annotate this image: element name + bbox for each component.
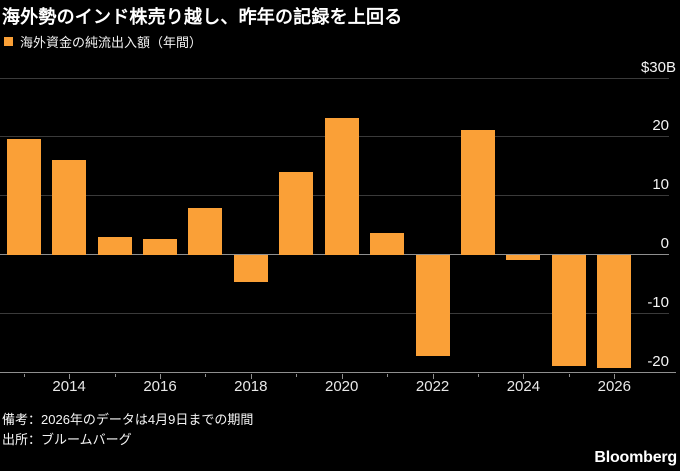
bar-2013 bbox=[6, 139, 41, 255]
x-axis-line bbox=[0, 371, 676, 373]
y-axis-label: 0 bbox=[660, 235, 669, 252]
legend-swatch-icon bbox=[4, 37, 13, 46]
bar-2021 bbox=[370, 233, 405, 255]
bar-2018 bbox=[233, 255, 268, 282]
bar-2019 bbox=[279, 172, 314, 255]
x-tick-2019 bbox=[296, 373, 298, 377]
bar-2023 bbox=[461, 129, 495, 255]
x-tick-2022 bbox=[432, 373, 434, 379]
gridline bbox=[0, 77, 669, 79]
bar-2022 bbox=[415, 255, 450, 356]
x-tick-2014 bbox=[69, 373, 71, 379]
x-axis-label: 2026 bbox=[597, 377, 631, 395]
bar-2016 bbox=[143, 239, 177, 255]
x-axis-label: 2014 bbox=[52, 377, 86, 395]
bar-2017 bbox=[188, 208, 223, 255]
bar-2026 bbox=[597, 255, 632, 368]
y-axis-label: 10 bbox=[652, 176, 669, 194]
chart-legend: 海外資金の純流出入額（年間） bbox=[4, 34, 203, 50]
y-axis-label: 20 bbox=[652, 117, 669, 135]
bar-2020 bbox=[324, 118, 359, 255]
x-tick-2020 bbox=[341, 373, 343, 379]
y-axis-label: -20 bbox=[647, 352, 669, 370]
y-axis-label: $30B bbox=[640, 58, 676, 76]
x-tick-2013 bbox=[23, 373, 25, 377]
x-tick-2015 bbox=[114, 373, 116, 377]
x-axis-label: 2016 bbox=[143, 377, 177, 395]
bar-2014 bbox=[52, 160, 87, 255]
bar-2015 bbox=[97, 236, 132, 255]
x-tick-2026 bbox=[614, 373, 616, 379]
x-axis-label: 2020 bbox=[325, 377, 359, 395]
x-axis-label: 2022 bbox=[415, 377, 450, 395]
x-tick-2024 bbox=[523, 373, 525, 379]
gridline bbox=[0, 312, 669, 314]
chart-title: 海外勢のインド株売り越し、昨年の記録を上回る bbox=[2, 7, 403, 27]
x-tick-2017 bbox=[205, 373, 207, 377]
x-tick-2018 bbox=[250, 373, 252, 379]
bloomberg-logo: Bloomberg bbox=[594, 449, 677, 466]
x-axis-label: 2018 bbox=[234, 377, 268, 395]
x-tick-2023 bbox=[478, 373, 479, 377]
y-axis-label: -10 bbox=[647, 293, 669, 311]
footer-source: 出所：ブルームバーグ bbox=[2, 432, 132, 447]
x-tick-2025 bbox=[568, 373, 570, 377]
bar-2025 bbox=[551, 255, 586, 367]
bar-2024 bbox=[506, 255, 541, 260]
footer-note: 備考：2026年のデータは4月9日までの期間 bbox=[2, 412, 254, 427]
x-tick-2021 bbox=[387, 373, 389, 377]
x-axis-label: 2024 bbox=[506, 377, 541, 395]
legend-label: 海外資金の純流出入額（年間） bbox=[20, 34, 203, 50]
x-tick-2016 bbox=[160, 373, 161, 379]
